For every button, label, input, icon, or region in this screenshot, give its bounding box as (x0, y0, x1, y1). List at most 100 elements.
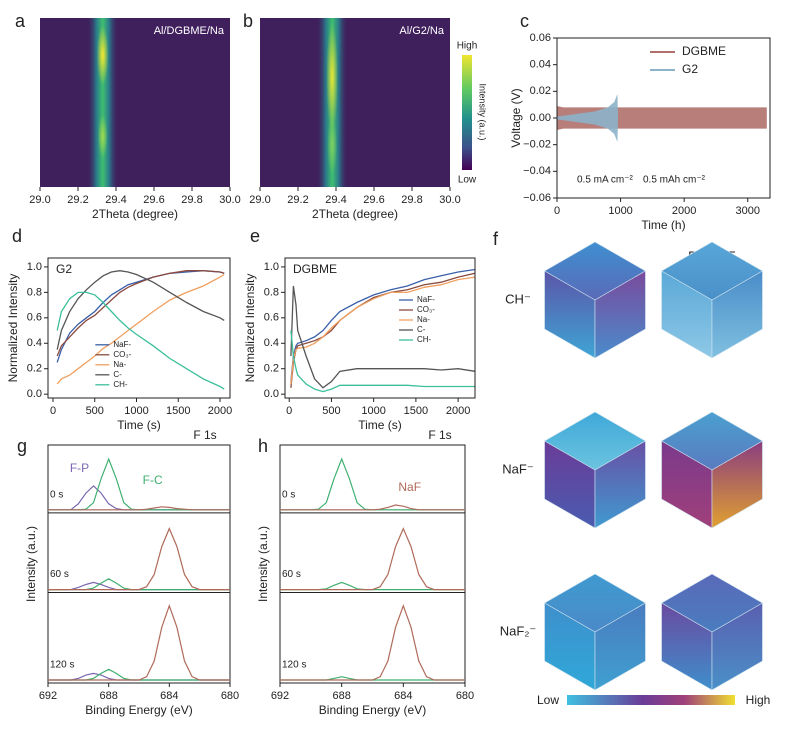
x-axis-label: 2Theta (degree) (92, 207, 178, 221)
legend-label: C- (417, 325, 426, 334)
x-tick-label: 680 (221, 690, 239, 702)
y-tick-label: 0.8 (264, 286, 279, 298)
y-axis-label: Voltage (V) (509, 88, 523, 147)
component-curve (280, 504, 465, 511)
series-line (290, 268, 476, 382)
annotation: G2 (56, 262, 72, 276)
component-curve (280, 527, 465, 591)
panel-label: e (250, 226, 260, 246)
time-label: 0 s (50, 489, 63, 500)
legend-label: NaF- (113, 340, 131, 349)
x-tick-label: 29.2 (67, 194, 88, 206)
heatmap-background (40, 18, 230, 187)
colorbar-low: Low (537, 693, 559, 707)
series-line (56, 273, 225, 385)
intensity-spot (327, 114, 338, 175)
y-tick-label: −0.06 (523, 192, 551, 204)
x-axis-label: 2Theta (degree) (312, 207, 398, 221)
row-label: NaF⁻ (502, 461, 533, 476)
spectrum-title: F 1s (428, 428, 451, 442)
x-tick-label: 30.0 (439, 194, 460, 206)
x-tick-label: 30.0 (219, 194, 240, 206)
y-tick-label: 0.00 (530, 112, 551, 124)
spectrum-title: F 1s (193, 428, 216, 442)
row-label: CH⁻ (505, 291, 531, 306)
series-line (56, 270, 225, 357)
x-tick-label: 2000 (208, 405, 232, 417)
component-curve (48, 581, 230, 591)
component-curve (48, 668, 230, 681)
axes-frame (284, 257, 476, 399)
series-line (56, 270, 225, 350)
panel-label: g (17, 436, 27, 456)
time-label: 60 s (282, 569, 301, 580)
x-tick-label: 1000 (361, 405, 385, 417)
colorbar-high: High (457, 41, 478, 52)
x-tick-label: 0 (286, 405, 292, 417)
series-line (56, 270, 225, 363)
annotation: DGBME (293, 262, 337, 276)
x-tick-label: 0 (554, 205, 560, 217)
series-line (290, 330, 475, 393)
x-tick-label: 500 (86, 405, 104, 417)
y-axis-label: Normalized Intensity (6, 274, 20, 383)
y-tick-label: 0.4 (264, 337, 279, 349)
panel-label: a (15, 11, 26, 31)
colorbar (462, 55, 472, 170)
legend-label: Na- (113, 360, 126, 369)
legend-label: NaF- (417, 295, 435, 304)
y-tick-label: 0.8 (27, 286, 42, 298)
panel-label: h (258, 436, 268, 456)
x-tick-label: 29.8 (181, 194, 202, 206)
x-tick-label: 2000 (672, 205, 696, 217)
y-tick-label: 0.6 (264, 312, 279, 324)
legend-label: CH- (113, 380, 128, 389)
x-tick-label: 0 (50, 405, 56, 417)
x-tick-label: 2000 (446, 405, 470, 417)
x-axis-label: Binding Energy (eV) (85, 703, 192, 717)
legend-label: G2 (682, 62, 698, 76)
annotation: F-C (143, 473, 163, 487)
volume-face (711, 270, 763, 359)
volume-face (594, 270, 646, 359)
x-tick-label: 1500 (404, 405, 428, 417)
x-tick-label: 29.0 (29, 194, 50, 206)
x-tick-label: 3000 (736, 205, 760, 217)
annotation: Al/DGBME/Na (154, 25, 225, 37)
intensity-spot (96, 25, 109, 86)
colorbar-low: Low (458, 175, 477, 186)
volume-face (594, 602, 646, 691)
x-tick-label: 692 (271, 690, 289, 702)
x-axis-label: Time (s) (358, 418, 402, 432)
x-tick-label: 500 (322, 405, 340, 417)
series-line (56, 291, 225, 390)
voltage-band (557, 94, 619, 142)
colorbar-high: High (746, 693, 771, 707)
y-tick-label: 0.6 (27, 312, 42, 324)
annotation: Al/G2/Na (399, 25, 445, 37)
x-axis-label: Time (h) (641, 218, 685, 232)
axes-frame (47, 257, 231, 399)
x-tick-label: 684 (160, 690, 178, 702)
series-line (290, 276, 476, 385)
legend-label: C- (113, 370, 122, 379)
y-axis-label: Intensity (a.u.) (24, 526, 38, 602)
x-tick-label: 680 (456, 690, 474, 702)
y-tick-label: 0.2 (27, 363, 42, 375)
y-tick-label: 0.06 (530, 32, 551, 44)
annotation: 0.5 mAh cm⁻² (643, 175, 706, 186)
time-label: 120 s (50, 660, 74, 671)
panel-label: f (493, 229, 499, 249)
y-tick-label: −0.04 (523, 165, 551, 177)
legend-label: CH- (417, 335, 432, 344)
component-curve (48, 672, 230, 681)
volume-face (711, 440, 763, 529)
x-tick-label: 692 (39, 690, 57, 702)
x-tick-label: 1000 (608, 205, 632, 217)
y-tick-label: 0.02 (530, 85, 551, 97)
x-axis-label: Binding Energy (eV) (319, 703, 426, 717)
legend-label: CO₃- (113, 350, 131, 359)
x-tick-label: 29.4 (325, 194, 346, 206)
